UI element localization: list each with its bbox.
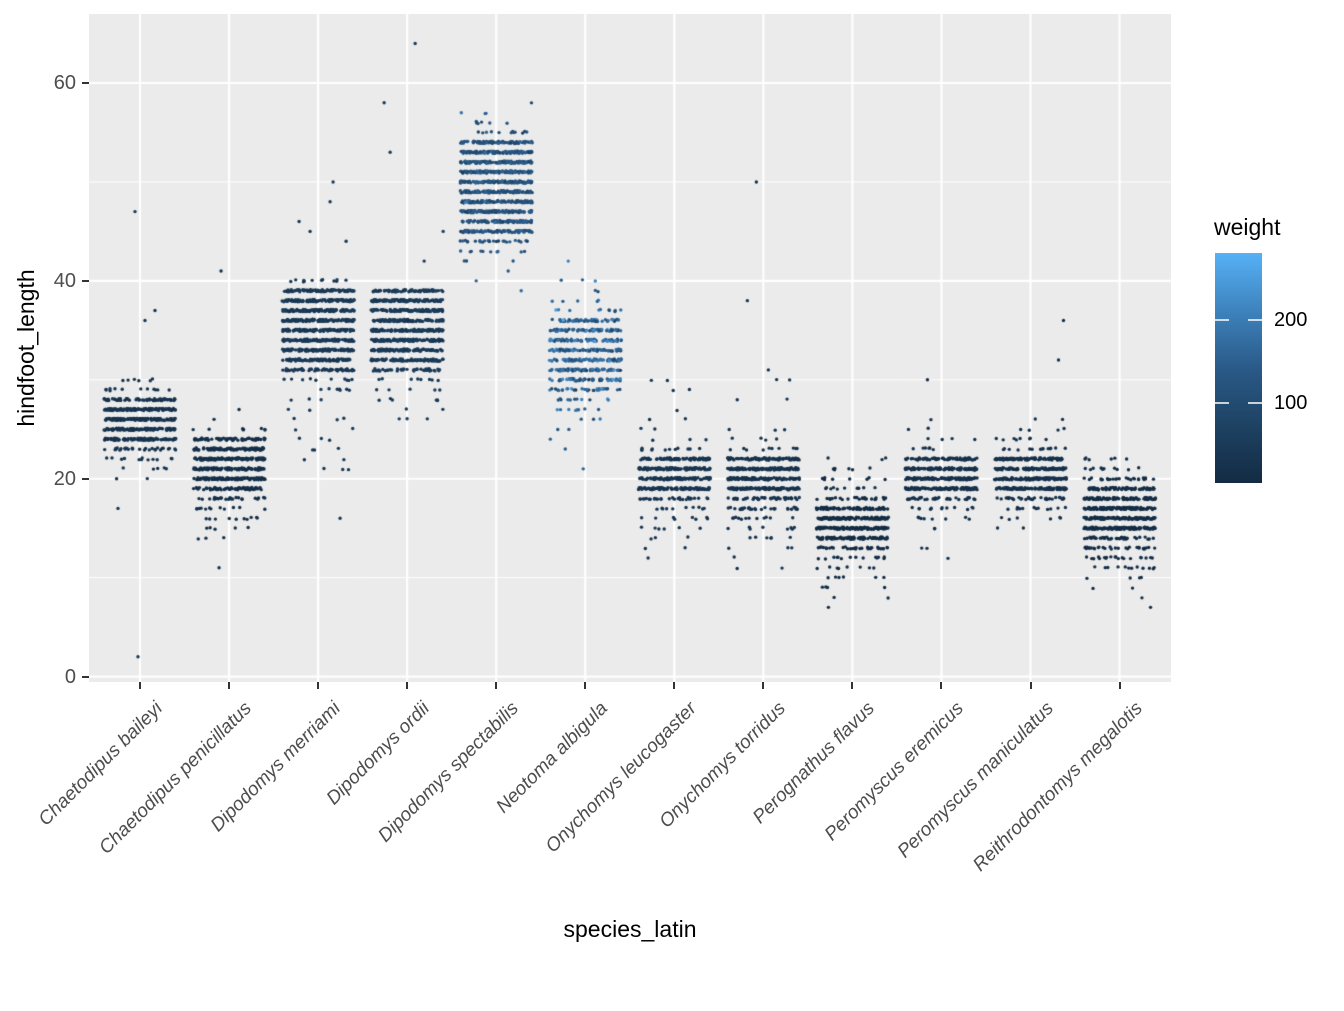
x-tick-mark [940,682,943,689]
legend-tick-mark [1248,318,1262,321]
legend-tick-mark [1215,402,1229,404]
x-tick-mark [584,682,587,689]
x-tick-mark [1118,682,1121,689]
y-tick-mark [82,82,89,84]
x-tick-mark [673,682,676,689]
x-tick-label-species: Peromyscus maniculatus [893,698,1058,863]
y-tick-mark [82,279,89,282]
x-tick-label-species: Dipodomys spectabilis [374,698,524,847]
x-tick-label-species: Peromyscus eremicus [821,698,969,846]
x-tick-mark [317,682,320,689]
legend-title: weight [1214,214,1281,240]
legend-colorbar [1215,253,1262,483]
x-tick-label-species: Onychomys leucogaster [542,698,702,857]
x-tick-label-species: Reithrodontomys megalotis [968,698,1147,876]
legend-tick-label: 100 [1274,392,1308,414]
x-tick-label-species: Onychomys torridus [655,698,791,833]
x-tick-mark [495,682,498,689]
y-tick-mark [82,477,89,480]
x-tick-label-species: Dipodomys ordii [322,698,435,810]
legend-tick-mark [1248,402,1262,404]
y-tick-label: 60 [53,72,76,94]
x-axis-title: species_latin [563,916,697,942]
x-tick-mark [851,682,854,689]
x-tick-label-species: Perognathus flavus [749,698,880,828]
x-tick-label-species: Neotoma albigula [492,698,613,818]
x-tick-mark [1029,682,1032,689]
jitter-points-layer [89,14,1171,682]
x-tick-mark [228,682,231,689]
x-tick-label-species: Dipodomys merriami [206,698,345,837]
legend-tick-label: 200 [1274,308,1308,331]
y-tick-mark [82,675,89,678]
y-axis-title: hindfoot_length [13,269,39,427]
x-tick-mark [762,682,765,689]
x-tick-mark [406,682,409,689]
y-tick-label: 20 [53,467,76,490]
y-tick-label: 0 [64,665,76,688]
legend-tick-mark [1215,318,1229,321]
y-tick-label: 40 [53,269,76,292]
x-tick-mark [139,682,141,689]
